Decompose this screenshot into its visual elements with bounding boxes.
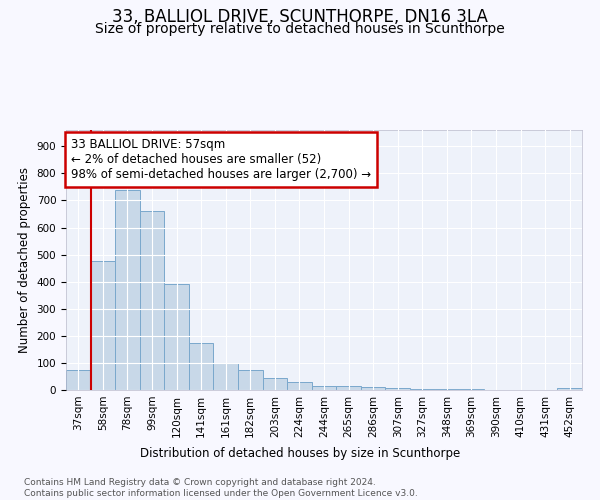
Bar: [361, 388, 385, 390]
Bar: [336, 386, 361, 390]
Bar: [189, 342, 214, 390]
Bar: [140, 211, 164, 390]
Text: 33, BALLIOL DRIVE, SCUNTHORPE, DN16 3LA: 33, BALLIOL DRIVE, SCUNTHORPE, DN16 3LA: [112, 8, 488, 26]
Bar: [66, 370, 91, 390]
Bar: [312, 386, 336, 390]
Y-axis label: Number of detached properties: Number of detached properties: [18, 167, 31, 353]
Bar: [164, 284, 189, 390]
Bar: [115, 190, 140, 390]
Bar: [238, 370, 263, 390]
Bar: [263, 378, 287, 390]
Bar: [385, 388, 410, 390]
Bar: [91, 262, 115, 390]
Bar: [287, 382, 312, 390]
Bar: [434, 389, 459, 390]
Text: Contains HM Land Registry data © Crown copyright and database right 2024.
Contai: Contains HM Land Registry data © Crown c…: [24, 478, 418, 498]
Bar: [410, 389, 434, 390]
Text: Distribution of detached houses by size in Scunthorpe: Distribution of detached houses by size …: [140, 448, 460, 460]
Text: 33 BALLIOL DRIVE: 57sqm
← 2% of detached houses are smaller (52)
98% of semi-det: 33 BALLIOL DRIVE: 57sqm ← 2% of detached…: [71, 138, 371, 181]
Bar: [214, 363, 238, 390]
Text: Size of property relative to detached houses in Scunthorpe: Size of property relative to detached ho…: [95, 22, 505, 36]
Bar: [557, 388, 582, 390]
